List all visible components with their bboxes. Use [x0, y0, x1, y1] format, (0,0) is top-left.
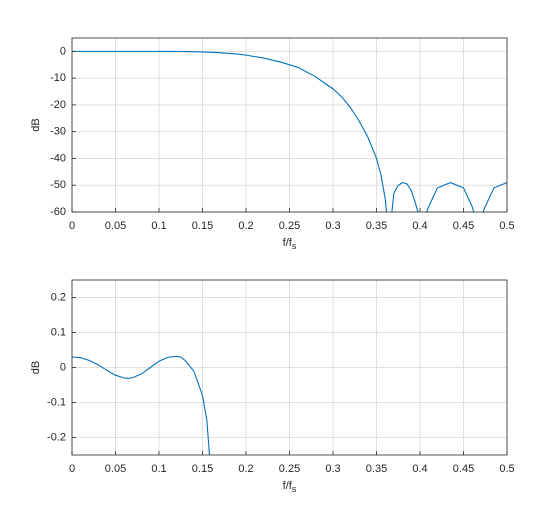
y-axis-label: dB [30, 361, 42, 374]
y-tick-label: 0 [60, 45, 66, 57]
y-tick-label: 0.2 [51, 291, 66, 303]
y-tick-label: -60 [50, 206, 66, 218]
x-tick-label: 0.25 [279, 220, 300, 232]
x-tick-label: 0.2 [238, 220, 253, 232]
x-axis-label-main: f/f [283, 480, 293, 492]
axes: 0 0.05 0.1 0.15 0.2 0.25 0.3 0.35 0.4 0.45 0.5 -0.2… [30, 279, 515, 494]
y-tick-label: -20 [50, 99, 66, 111]
x-tick-label: 0.15 [192, 220, 213, 232]
x-tick-label: 0.45 [453, 463, 474, 475]
data-line [72, 50, 507, 212]
x-axis-label: f/fs [283, 480, 297, 494]
x-tick-label: 0.3 [325, 463, 340, 475]
x-tick-label: 0.4 [412, 220, 427, 232]
x-tick-label: 0.2 [238, 463, 253, 475]
y-tick-label: 0 [60, 361, 66, 373]
x-tick-label: 0.15 [192, 463, 213, 475]
data-line [72, 355, 211, 455]
x-axis-label-main: f/f [283, 237, 293, 249]
x-tick-label: 0.5 [499, 463, 514, 475]
x-tick-label: 0 [69, 463, 75, 475]
y-tick-label: -0.1 [47, 396, 66, 408]
x-tick-label: 0.5 [499, 220, 514, 232]
y-tick-label: -0.2 [47, 431, 66, 443]
y-tick-label: -50 [50, 179, 66, 191]
y-axis-label: dB [30, 118, 42, 131]
y-tick-label: -10 [50, 72, 66, 84]
x-tick-label: 0.05 [105, 220, 126, 232]
x-tick-label: 0.1 [151, 220, 166, 232]
axes: 0 0.05 0.1 0.15 0.2 0.25 0.3 0.35 0.4 0.45 0.5 -60 -… [30, 37, 515, 251]
x-tick-label: 0.35 [366, 220, 387, 232]
x-axis-label: f/fs [283, 237, 297, 251]
x-tick-label: 0 [69, 220, 75, 232]
x-tick-label: 0.1 [151, 463, 166, 475]
y-tick-label: -30 [50, 126, 66, 138]
x-tick-label: 0.35 [366, 463, 387, 475]
x-tick-label: 0.45 [453, 220, 474, 232]
x-tick-label: 0.4 [412, 463, 427, 475]
x-tick-label: 0.05 [105, 463, 126, 475]
x-tick-label: 0.3 [325, 220, 340, 232]
y-tick-label: -40 [50, 152, 66, 164]
y-tick-label: 0.1 [51, 326, 66, 338]
x-axis-label-subscript: s [292, 241, 297, 251]
x-axis-label-subscript: s [292, 484, 297, 494]
x-tick-label: 0.25 [279, 463, 300, 475]
